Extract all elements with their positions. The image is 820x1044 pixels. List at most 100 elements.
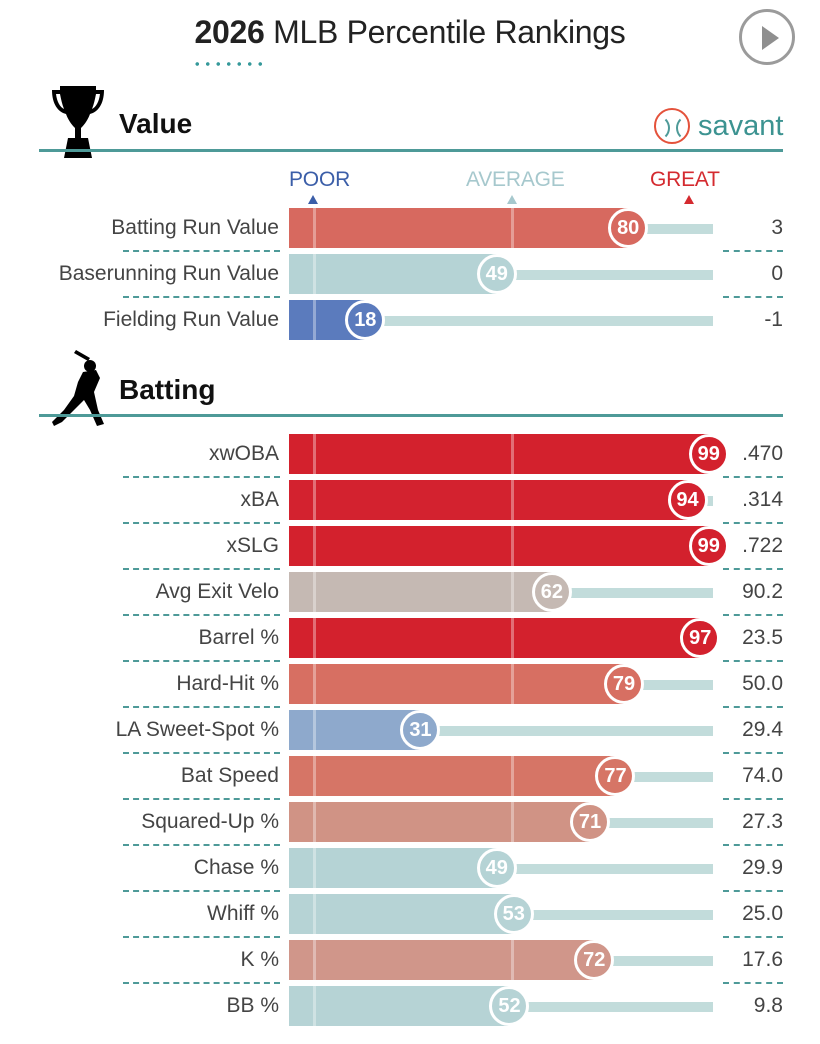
percentile-bubble[interactable]: 62 bbox=[531, 572, 572, 612]
percentile-bubble[interactable]: 18 bbox=[345, 300, 386, 340]
row-divider bbox=[123, 706, 280, 708]
metric-row-barrel: Barrel % 97 23.5 bbox=[0, 618, 820, 662]
percentile-bar bbox=[289, 710, 421, 750]
bar-gridline bbox=[511, 940, 514, 980]
percentile-bar bbox=[289, 802, 591, 842]
metric-value: 74.0 bbox=[742, 764, 783, 787]
metric-row-k: K % 72 17.6 bbox=[0, 940, 820, 984]
savant-label: savant bbox=[698, 110, 784, 142]
row-divider bbox=[123, 250, 280, 252]
section-title-value: Value bbox=[119, 108, 193, 139]
row-divider bbox=[723, 660, 783, 662]
play-icon[interactable] bbox=[739, 9, 795, 65]
row-divider bbox=[123, 752, 280, 754]
percentile-bubble[interactable]: 31 bbox=[400, 710, 441, 750]
bar-gridline bbox=[313, 572, 316, 612]
page-title: 2026 MLB Percentile Rankings bbox=[0, 14, 820, 51]
scale-average-label: AVERAGE bbox=[466, 168, 565, 191]
row-divider bbox=[723, 890, 783, 892]
title-underline-dots bbox=[192, 60, 266, 68]
percentile-bubble[interactable]: 80 bbox=[608, 208, 649, 248]
row-divider bbox=[123, 936, 280, 938]
bar-gridline bbox=[313, 300, 316, 340]
percentile-bubble[interactable]: 53 bbox=[493, 894, 534, 934]
bar-gridline bbox=[313, 480, 316, 520]
row-divider bbox=[723, 296, 783, 298]
bar-gridline bbox=[511, 618, 514, 658]
metric-value: -1 bbox=[764, 308, 783, 331]
bar-gridline bbox=[313, 208, 316, 248]
bar-gridline bbox=[313, 802, 316, 842]
percentile-bubble[interactable]: 71 bbox=[570, 802, 611, 842]
bar-gridline bbox=[313, 618, 316, 658]
percentile-bubble[interactable]: 52 bbox=[489, 986, 530, 1026]
metric-value: 0 bbox=[771, 262, 783, 285]
scale-average-arrow bbox=[507, 195, 517, 204]
percentile-bubble[interactable]: 79 bbox=[603, 664, 644, 704]
percentile-bubble[interactable]: 99 bbox=[688, 434, 729, 474]
percentile-bubble[interactable]: 97 bbox=[680, 618, 721, 658]
bar-gridline bbox=[511, 756, 514, 796]
percentile-bar bbox=[289, 618, 701, 658]
percentile-bubble[interactable]: 49 bbox=[476, 848, 517, 888]
metric-label: Bat Speed bbox=[180, 764, 279, 787]
bar-gridline bbox=[511, 572, 514, 612]
section-title-batting: Batting bbox=[119, 374, 216, 405]
percentile-bar bbox=[289, 254, 497, 294]
bar-gridline bbox=[313, 986, 316, 1026]
metric-row-whiff: Whiff % 53 25.0 bbox=[0, 894, 820, 938]
metric-row-avg-exit-velo: Avg Exit Velo 62 90.2 bbox=[0, 572, 820, 616]
row-divider bbox=[123, 982, 280, 984]
bar-gridline bbox=[511, 526, 514, 566]
metric-row-fielding-run-value: Fielding Run Value 18 -1 bbox=[0, 300, 820, 342]
percentile-bubble[interactable]: 99 bbox=[688, 526, 729, 566]
bar-gridline bbox=[511, 480, 514, 520]
metric-row-bb: BB % 52 9.8 bbox=[0, 986, 820, 1028]
metric-value: 50.0 bbox=[742, 672, 783, 695]
metric-value: .722 bbox=[742, 534, 783, 557]
percentile-bubble[interactable]: 94 bbox=[667, 480, 708, 520]
row-divider bbox=[123, 476, 280, 478]
bar-gridline bbox=[313, 664, 316, 704]
metric-value: 17.6 bbox=[742, 948, 783, 971]
percentile-bar bbox=[289, 572, 552, 612]
metric-label: Chase % bbox=[193, 856, 279, 879]
batter-icon bbox=[50, 348, 108, 433]
metric-value: .314 bbox=[742, 488, 783, 511]
row-divider bbox=[123, 798, 280, 800]
percentile-bubble[interactable]: 72 bbox=[574, 940, 615, 980]
row-divider bbox=[123, 614, 280, 616]
percentile-bar bbox=[289, 756, 616, 796]
metric-label: Whiff % bbox=[207, 902, 279, 925]
percentile-bar bbox=[289, 986, 510, 1026]
metric-label: K % bbox=[240, 948, 279, 971]
section-rule-value bbox=[39, 149, 783, 152]
percentile-bar bbox=[289, 434, 709, 474]
bar-gridline bbox=[511, 802, 514, 842]
row-divider bbox=[723, 798, 783, 800]
metric-label: Hard-Hit % bbox=[176, 672, 279, 695]
metric-value: 27.3 bbox=[742, 810, 783, 833]
row-divider bbox=[723, 614, 783, 616]
percentile-bar bbox=[289, 526, 709, 566]
metric-label: BB % bbox=[226, 994, 279, 1017]
percentile-bubble[interactable]: 77 bbox=[595, 756, 636, 796]
metric-row-xba: xBA 94 .314 bbox=[0, 480, 820, 524]
bar-gridline bbox=[313, 710, 316, 750]
row-divider bbox=[123, 568, 280, 570]
percentile-bubble[interactable]: 49 bbox=[476, 254, 517, 294]
metric-label: LA Sweet-Spot % bbox=[115, 718, 279, 741]
percentile-bar bbox=[289, 208, 629, 248]
scale-great-label: GREAT bbox=[650, 168, 720, 191]
baseball-icon bbox=[654, 108, 690, 144]
metric-label: Batting Run Value bbox=[111, 216, 279, 239]
metric-row-batting-run-value: Batting Run Value 80 3 bbox=[0, 208, 820, 252]
metric-label: Avg Exit Velo bbox=[155, 580, 279, 603]
metric-value: 25.0 bbox=[742, 902, 783, 925]
row-divider bbox=[123, 522, 280, 524]
metric-value: .470 bbox=[742, 442, 783, 465]
scale-great-arrow bbox=[684, 195, 694, 204]
scale-poor-label: POOR bbox=[289, 168, 351, 191]
metric-label: Barrel % bbox=[198, 626, 279, 649]
bar-gridline bbox=[313, 756, 316, 796]
